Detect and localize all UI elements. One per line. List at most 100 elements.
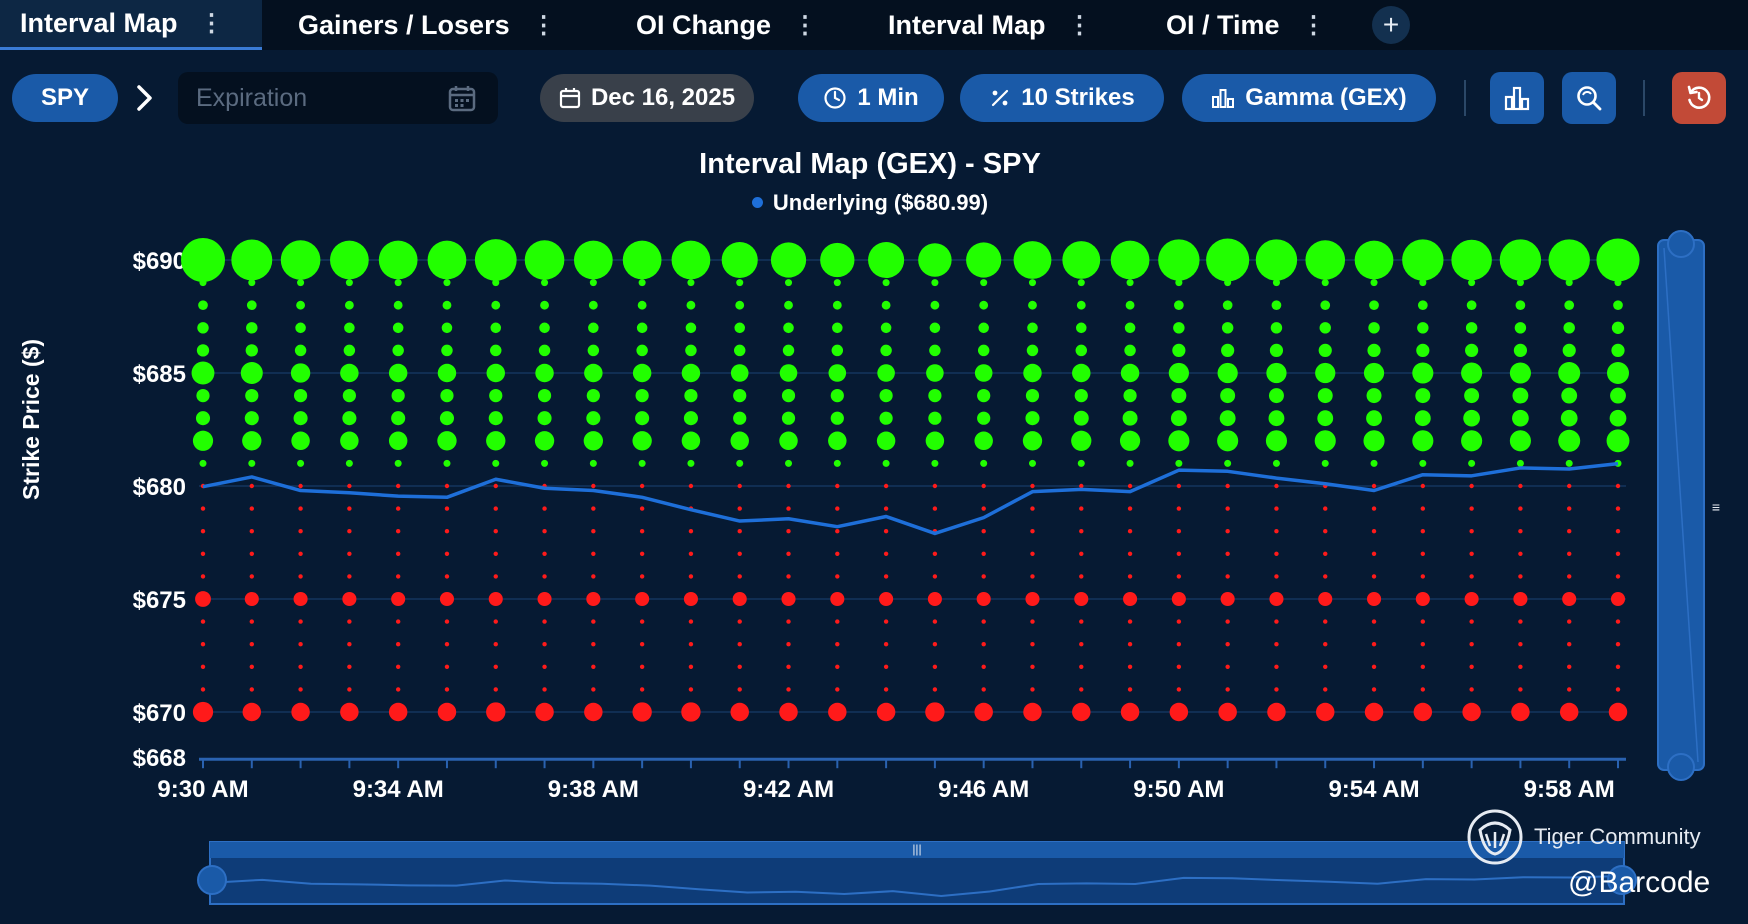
gex-dot[interactable] (1224, 459, 1232, 467)
gex-dot[interactable] (835, 506, 840, 511)
gex-dot[interactable] (1371, 687, 1377, 692)
gex-dot[interactable] (584, 363, 603, 383)
gex-dot[interactable] (1548, 239, 1590, 281)
gex-dot[interactable] (828, 364, 847, 382)
gex-dot[interactable] (835, 483, 840, 489)
gex-dot[interactable] (200, 619, 206, 624)
vertical-slider-handle-bottom[interactable] (1667, 753, 1695, 781)
horizontal-slider-handle-left[interactable] (197, 865, 227, 895)
gex-dot[interactable] (1415, 591, 1430, 607)
gex-dot[interactable] (493, 574, 498, 579)
gex-dot[interactable] (249, 529, 254, 534)
gex-dot[interactable] (1323, 574, 1328, 579)
gex-dot[interactable] (1171, 388, 1187, 404)
gex-dot[interactable] (639, 687, 645, 692)
gex-dot[interactable] (1225, 619, 1230, 624)
gex-dot[interactable] (1124, 344, 1136, 357)
gex-dot[interactable] (688, 483, 694, 489)
tab-interval-map-2[interactable]: Interval Map ⋮ (888, 0, 1092, 50)
gex-dot[interactable] (1565, 279, 1573, 287)
gex-dot[interactable] (879, 591, 894, 607)
gex-dot[interactable] (347, 664, 352, 669)
gex-dot[interactable] (1323, 642, 1328, 647)
gex-dot[interactable] (981, 551, 986, 556)
gex-dot[interactable] (1567, 619, 1572, 624)
gex-dot[interactable] (1468, 279, 1476, 287)
gex-dot[interactable] (1518, 664, 1523, 669)
gex-dot[interactable] (1206, 238, 1250, 282)
gex-dot[interactable] (1608, 702, 1628, 722)
gex-dot[interactable] (591, 619, 596, 624)
gex-dot[interactable] (1461, 362, 1483, 384)
gex-dot[interactable] (639, 642, 645, 647)
gex-dot[interactable] (244, 411, 259, 426)
gex-dot[interactable] (828, 702, 847, 722)
gex-dot[interactable] (1518, 529, 1523, 534)
gex-dot[interactable] (200, 551, 206, 556)
gex-dot[interactable] (347, 506, 352, 511)
gex-dot[interactable] (1272, 279, 1280, 287)
gex-dot[interactable] (1225, 642, 1230, 647)
gex-dot[interactable] (931, 459, 939, 467)
gex-dot[interactable] (1512, 409, 1529, 427)
gex-dot[interactable] (1127, 642, 1133, 647)
gex-dot[interactable] (732, 591, 747, 607)
gex-dot[interactable] (685, 344, 697, 357)
gex-dot[interactable] (1274, 642, 1279, 647)
gex-dot[interactable] (591, 574, 596, 579)
gex-dot[interactable] (1369, 300, 1379, 311)
gex-dot[interactable] (932, 551, 938, 556)
gex-dot[interactable] (298, 642, 303, 647)
gex-dot[interactable] (347, 687, 352, 692)
gex-dot[interactable] (981, 687, 986, 692)
gex-dot[interactable] (1220, 388, 1236, 404)
gex-dot[interactable] (1615, 483, 1621, 489)
gex-dot[interactable] (632, 431, 652, 451)
gex-dot[interactable] (981, 483, 986, 489)
gex-dot[interactable] (1518, 574, 1523, 579)
gex-dot[interactable] (1079, 551, 1084, 556)
tab-interval-map[interactable]: Interval Map ⋮ (0, 0, 262, 50)
gex-dot[interactable] (1079, 664, 1084, 669)
gex-dot[interactable] (681, 702, 701, 722)
gex-dot[interactable] (981, 529, 986, 534)
gex-dot[interactable] (835, 664, 840, 669)
gex-dot[interactable] (391, 591, 406, 607)
gex-dot[interactable] (1025, 591, 1040, 607)
gex-dot[interactable] (925, 431, 945, 451)
expiration-input[interactable]: Expiration (178, 72, 498, 124)
gex-dot[interactable] (737, 529, 742, 534)
gex-dot[interactable] (832, 300, 842, 310)
gex-dot[interactable] (881, 300, 891, 310)
gex-dot[interactable] (1025, 389, 1040, 403)
gex-dot[interactable] (1176, 483, 1182, 489)
gex-dot[interactable] (1420, 619, 1426, 624)
gex-dot[interactable] (635, 411, 650, 426)
gex-dot[interactable] (1168, 362, 1189, 384)
gex-dot[interactable] (1468, 459, 1476, 467)
gex-dot[interactable] (981, 574, 986, 579)
gex-dot[interactable] (1469, 687, 1474, 692)
gex-dot[interactable] (444, 551, 450, 556)
gex-dot[interactable] (636, 344, 648, 357)
gex-dot[interactable] (737, 687, 742, 692)
gex-dot[interactable] (291, 431, 310, 451)
gex-dot[interactable] (1268, 388, 1284, 404)
gex-dot[interactable] (1469, 551, 1474, 556)
gex-dot[interactable] (493, 529, 498, 534)
gex-dot[interactable] (388, 702, 408, 722)
gex-dot[interactable] (786, 551, 791, 556)
gex-dot[interactable] (342, 389, 356, 403)
gex-dot[interactable] (542, 619, 547, 624)
gex-dot[interactable] (786, 483, 791, 489)
gex-dot[interactable] (1518, 619, 1523, 624)
gex-dot[interactable] (687, 459, 695, 467)
gex-dot[interactable] (1169, 702, 1189, 722)
gex-dot[interactable] (395, 642, 401, 647)
gex-dot[interactable] (779, 364, 798, 382)
gex-dot[interactable] (192, 430, 214, 451)
gex-dot[interactable] (486, 702, 506, 722)
gex-dot[interactable] (622, 240, 662, 280)
gex-dot[interactable] (638, 459, 646, 467)
gex-dot[interactable] (883, 483, 889, 489)
